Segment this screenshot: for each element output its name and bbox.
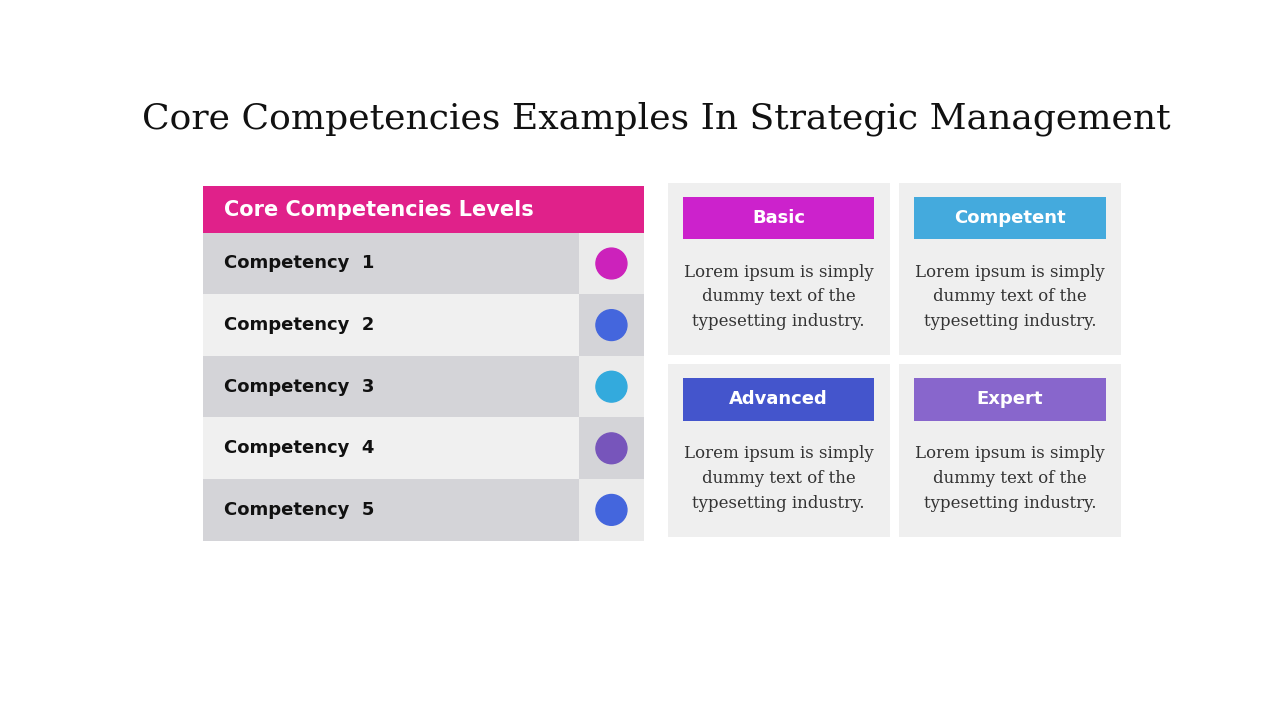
FancyBboxPatch shape: [899, 364, 1121, 537]
FancyBboxPatch shape: [202, 356, 579, 418]
FancyBboxPatch shape: [899, 183, 1121, 355]
FancyBboxPatch shape: [579, 418, 644, 479]
Text: Expert: Expert: [977, 390, 1043, 408]
Circle shape: [596, 310, 627, 341]
FancyBboxPatch shape: [202, 294, 579, 356]
FancyBboxPatch shape: [579, 233, 644, 294]
FancyBboxPatch shape: [914, 197, 1106, 239]
Text: Competency  1: Competency 1: [224, 254, 375, 272]
Text: Lorem ipsum is simply
dummy text of the
typesetting industry.: Lorem ipsum is simply dummy text of the …: [684, 264, 873, 330]
Text: Core Competencies Levels: Core Competencies Levels: [224, 199, 534, 220]
FancyBboxPatch shape: [579, 356, 644, 418]
Text: Basic: Basic: [753, 209, 805, 227]
Text: Lorem ipsum is simply
dummy text of the
typesetting industry.: Lorem ipsum is simply dummy text of the …: [684, 446, 873, 512]
Circle shape: [596, 433, 627, 464]
Circle shape: [596, 372, 627, 402]
FancyBboxPatch shape: [684, 197, 874, 239]
Text: Core Competencies Examples In Strategic Management: Core Competencies Examples In Strategic …: [142, 102, 1170, 136]
Text: Competency  3: Competency 3: [224, 378, 375, 396]
FancyBboxPatch shape: [579, 294, 644, 356]
Text: Competency  5: Competency 5: [224, 501, 375, 519]
FancyBboxPatch shape: [668, 364, 890, 537]
FancyBboxPatch shape: [684, 378, 874, 420]
FancyBboxPatch shape: [914, 378, 1106, 420]
Text: Competency  4: Competency 4: [224, 439, 375, 457]
Circle shape: [596, 248, 627, 279]
FancyBboxPatch shape: [202, 418, 579, 479]
Circle shape: [596, 495, 627, 526]
Text: Competent: Competent: [954, 209, 1066, 227]
Text: Lorem ipsum is simply
dummy text of the
typesetting industry.: Lorem ipsum is simply dummy text of the …: [915, 446, 1105, 512]
FancyBboxPatch shape: [202, 186, 644, 233]
FancyBboxPatch shape: [202, 479, 579, 541]
Text: Competency  2: Competency 2: [224, 316, 375, 334]
FancyBboxPatch shape: [579, 479, 644, 541]
Text: Advanced: Advanced: [730, 390, 828, 408]
FancyBboxPatch shape: [668, 183, 890, 355]
Text: Lorem ipsum is simply
dummy text of the
typesetting industry.: Lorem ipsum is simply dummy text of the …: [915, 264, 1105, 330]
FancyBboxPatch shape: [202, 233, 579, 294]
